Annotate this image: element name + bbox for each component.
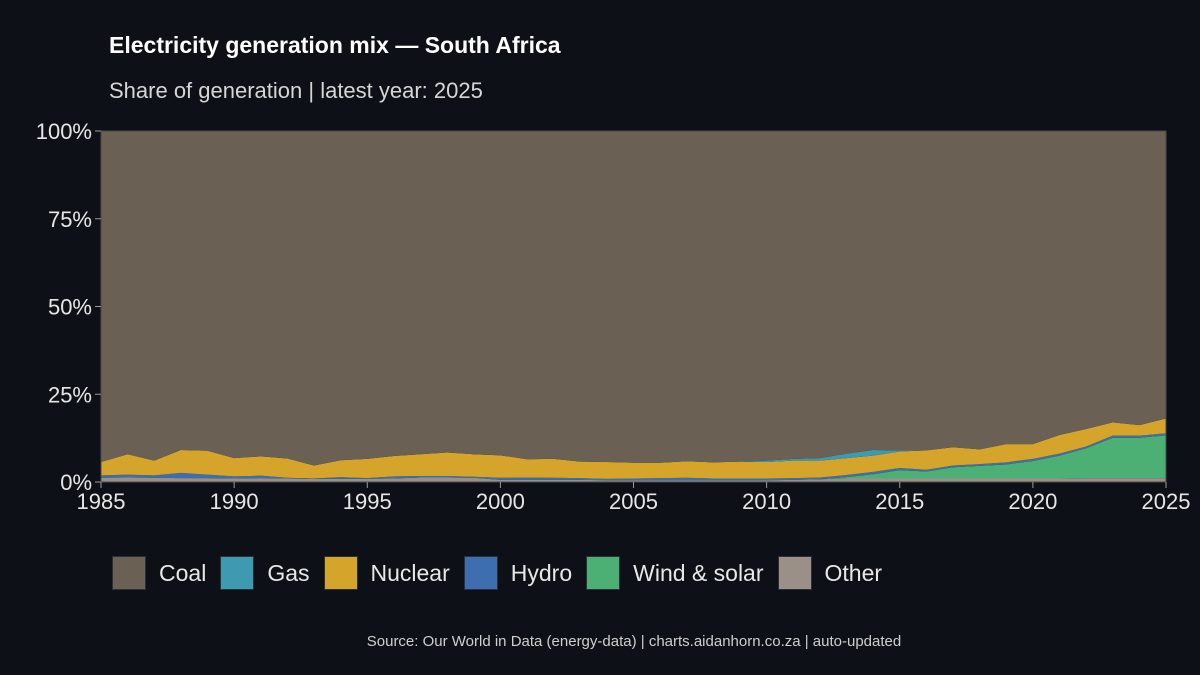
chart-title: Electricity generation mix — South Afric… bbox=[109, 32, 561, 58]
legend-label: Nuclear bbox=[370, 559, 450, 586]
legend-label: Hydro bbox=[510, 559, 573, 586]
x-tick-label: 2005 bbox=[609, 489, 658, 514]
area-hydro bbox=[101, 433, 1166, 481]
legend-label: Gas bbox=[267, 559, 310, 586]
legend-swatch bbox=[112, 556, 146, 590]
legend-item: Nuclear bbox=[323, 556, 450, 590]
chart-legend: Coal Gas Nuclear Hydro Wind & solar Other bbox=[112, 556, 896, 590]
legend-swatch bbox=[777, 556, 812, 590]
legend-item: Gas bbox=[220, 556, 310, 590]
y-tick-label: 25% bbox=[48, 382, 92, 407]
area-wind-solar bbox=[101, 435, 1166, 481]
legend-label: Coal bbox=[159, 559, 207, 586]
y-tick-label: 0% bbox=[60, 470, 92, 495]
legend-item: Coal bbox=[112, 556, 206, 590]
x-tick-label: 2015 bbox=[875, 489, 924, 514]
legend-label: Wind & solar bbox=[633, 559, 764, 586]
area-nuclear bbox=[101, 418, 1166, 479]
x-tick-label: 1985 bbox=[77, 489, 126, 514]
legend-swatch bbox=[463, 556, 498, 590]
legend-swatch bbox=[220, 556, 255, 590]
x-tick-label: 1995 bbox=[343, 489, 392, 514]
x-tick-label: 1990 bbox=[210, 489, 259, 514]
legend-item: Other bbox=[777, 556, 883, 590]
legend-label: Other bbox=[824, 559, 883, 586]
chart-subtitle: Share of generation | latest year: 2025 bbox=[109, 78, 483, 103]
x-tick-label: 2000 bbox=[476, 489, 525, 514]
legend-item: Wind & solar bbox=[586, 556, 764, 590]
legend-swatch bbox=[323, 556, 358, 590]
source-caption: Source: Our World in Data (energy-data) … bbox=[366, 633, 902, 650]
area-coal bbox=[101, 131, 1166, 466]
area-other bbox=[101, 477, 1166, 482]
legend-swatch bbox=[586, 556, 621, 590]
legend-item: Hydro bbox=[463, 556, 573, 590]
x-tick-label: 2025 bbox=[1142, 489, 1191, 514]
y-tick-label: 50% bbox=[48, 295, 92, 320]
y-tick-label: 75% bbox=[48, 207, 92, 232]
x-tick-label: 2010 bbox=[742, 489, 791, 514]
y-tick-label: 100% bbox=[36, 119, 92, 144]
x-tick-label: 2020 bbox=[1008, 489, 1057, 514]
